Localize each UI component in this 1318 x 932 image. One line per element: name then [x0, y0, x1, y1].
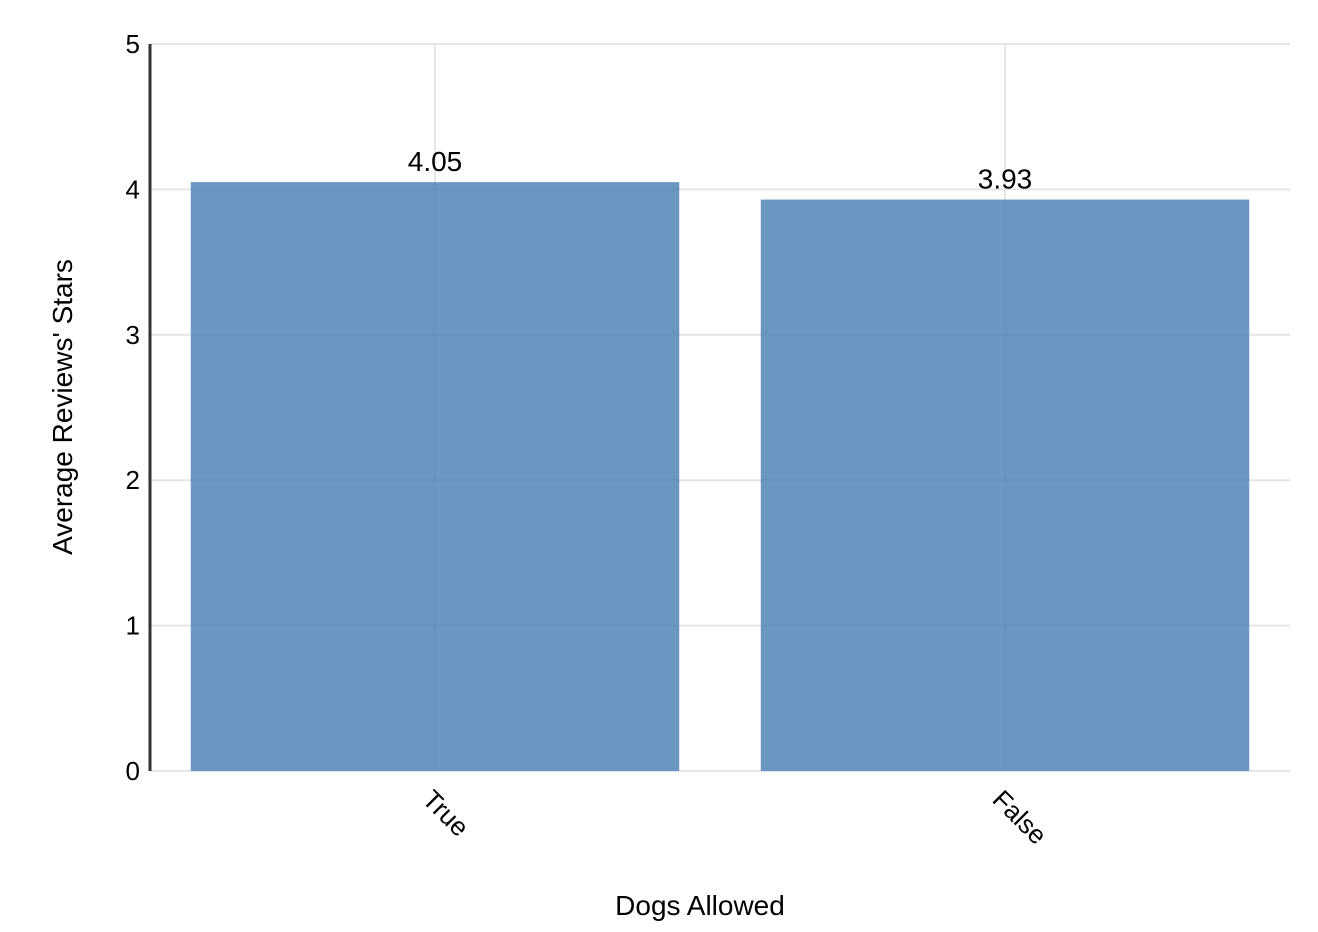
y-tick-label: 3	[126, 320, 140, 350]
y-tick-label: 1	[126, 611, 140, 641]
bars	[190, 182, 1250, 771]
y-tick-label: 2	[126, 465, 140, 495]
bar-false	[760, 199, 1250, 771]
x-axis-title: Dogs Allowed	[615, 890, 785, 921]
data-label: 4.05	[408, 146, 463, 177]
y-tick-label: 0	[126, 756, 140, 786]
y-tick-label: 4	[126, 174, 140, 204]
data-label: 3.93	[978, 164, 1033, 195]
y-tick-label: 5	[126, 29, 140, 59]
bar-true	[190, 182, 680, 771]
y-axis-title: Average Reviews' Stars	[47, 259, 78, 555]
x-tick-label: True	[417, 784, 475, 842]
x-tick-label: False	[987, 784, 1053, 850]
